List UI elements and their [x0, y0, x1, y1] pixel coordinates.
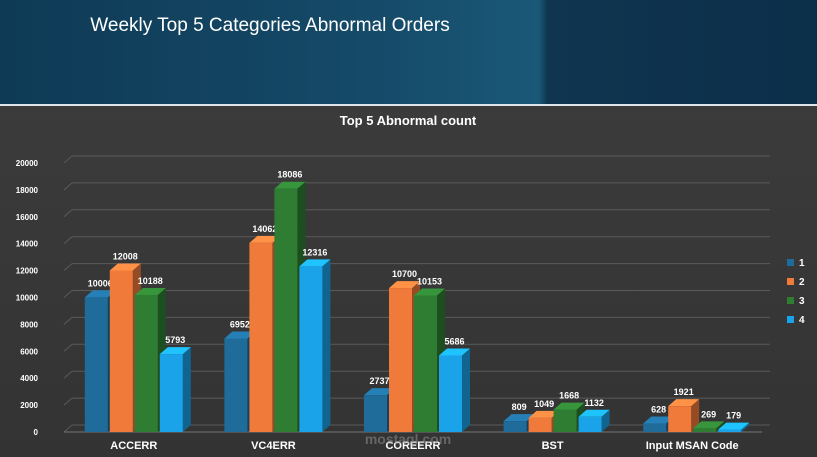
- y-tick-label: 18000: [16, 186, 39, 195]
- data-label: 5686: [444, 337, 464, 347]
- data-label: 809: [512, 402, 527, 412]
- bar-top: [668, 399, 700, 407]
- bar-top: [249, 235, 281, 243]
- bar-top: [503, 414, 535, 422]
- y-tick-label: 14000: [16, 240, 39, 249]
- watermark: mostaql.com: [365, 431, 451, 447]
- bar-chart: Top 5 Abnormal count 0 2000 4000 6000 8000 10…: [16, 113, 805, 452]
- bar: [668, 406, 692, 432]
- data-label: 2737: [369, 376, 389, 386]
- data-label: 1132: [584, 398, 604, 408]
- chart-title: Top 5 Abnormal count: [340, 113, 477, 128]
- legend-label: 3: [799, 296, 805, 307]
- data-label: 179: [726, 411, 741, 421]
- bar: [134, 294, 158, 432]
- bar-top: [274, 181, 306, 189]
- legend-label: 4: [799, 315, 805, 326]
- y-tick-label: 10000: [16, 294, 39, 303]
- category-label: BST: [542, 440, 564, 452]
- chart-area: Top 5 Abnormal count 0 2000 4000 6000 8000 10…: [0, 106, 817, 457]
- bar-side: [716, 421, 725, 432]
- bar-top: [389, 281, 420, 289]
- bar-top: [134, 287, 166, 295]
- bar-top: [553, 402, 585, 410]
- bar: [414, 295, 437, 432]
- bar-top: [578, 409, 610, 417]
- y-tick-label: 0: [34, 428, 39, 437]
- data-label: 1049: [534, 399, 554, 409]
- bar: [274, 188, 298, 432]
- bar-top: [693, 421, 725, 429]
- bar: [718, 429, 742, 432]
- bar-top: [643, 416, 675, 424]
- legend-label: 1: [799, 258, 805, 269]
- data-label: 10153: [417, 276, 442, 286]
- category-label: ACCERR: [110, 440, 157, 452]
- data-label: 269: [701, 409, 716, 419]
- y-tick-label: 2000: [20, 401, 38, 410]
- bar: [84, 297, 108, 432]
- data-label: 18086: [277, 170, 302, 180]
- bar: [364, 395, 387, 432]
- y-tick-label: 20000: [16, 159, 39, 168]
- bar-top: [84, 290, 116, 298]
- data-label: 12316: [302, 247, 327, 257]
- bar: [224, 338, 248, 432]
- bar-top: [364, 388, 395, 396]
- legend-swatch: [787, 316, 794, 323]
- y-tick-label: 6000: [20, 347, 38, 356]
- bar: [249, 242, 273, 432]
- bar-side: [601, 409, 610, 432]
- bar: [439, 355, 462, 432]
- y-tick-label: 4000: [20, 374, 38, 383]
- data-label: 14062: [252, 224, 277, 234]
- bar-side: [462, 348, 470, 432]
- legend-swatch: [787, 297, 794, 304]
- data-label: 5793: [165, 335, 185, 345]
- category-label: VC4ERR: [251, 440, 296, 452]
- bar: [109, 270, 133, 432]
- y-tick-label: 16000: [16, 213, 39, 222]
- bar-side: [322, 259, 331, 432]
- legend-swatch: [787, 259, 794, 266]
- data-label: 1668: [559, 391, 579, 401]
- bar: [643, 423, 667, 432]
- bar: [159, 354, 183, 432]
- bar: [503, 421, 527, 432]
- page-title: Weekly Top 5 Categories Abnormal Orders: [90, 15, 450, 36]
- bar-top: [159, 347, 191, 355]
- bar-side: [182, 347, 191, 432]
- bar-top: [414, 288, 445, 296]
- data-label: 10188: [138, 276, 163, 286]
- bar: [299, 266, 323, 432]
- legend-label: 2: [799, 277, 805, 288]
- legend-swatch: [787, 278, 794, 285]
- category-label: COREERR: [385, 440, 440, 452]
- bar-side: [691, 399, 700, 432]
- bar: [578, 416, 602, 432]
- data-label: 1921: [674, 387, 694, 397]
- bar: [693, 428, 717, 432]
- data-label: 12008: [113, 251, 138, 261]
- header-banner: Weekly Top 5 Categories Abnormal Orders: [0, 0, 817, 106]
- y-tick-label: 8000: [20, 320, 38, 329]
- bar-top: [224, 331, 256, 339]
- bar-top: [109, 263, 141, 271]
- data-label: 6952: [230, 319, 250, 329]
- bar-top: [528, 410, 560, 418]
- data-label: 10700: [392, 269, 417, 279]
- bar: [528, 417, 552, 432]
- category-label: Input MSAN Code: [646, 440, 739, 452]
- data-label: 628: [651, 405, 666, 415]
- data-label: 10006: [88, 278, 113, 288]
- bar-side: [741, 422, 750, 432]
- bar-top: [439, 348, 470, 356]
- y-tick-label: 12000: [16, 267, 39, 276]
- bar: [553, 409, 577, 432]
- bar-top: [299, 259, 331, 267]
- bar-top: [718, 422, 750, 430]
- bar: [389, 288, 412, 432]
